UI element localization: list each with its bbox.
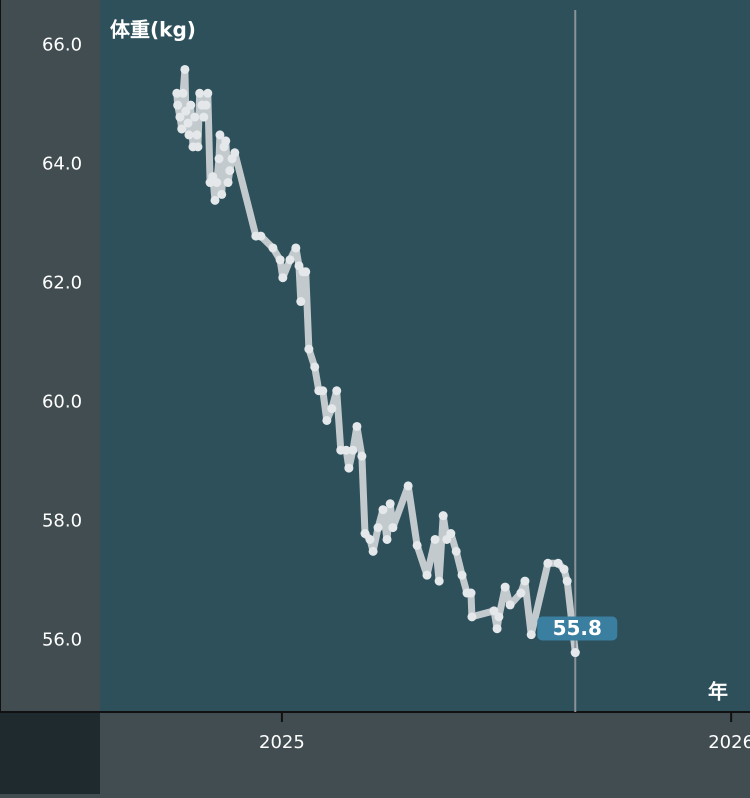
- data-point: [186, 100, 196, 110]
- x-axis-label: 年: [708, 680, 728, 704]
- data-point: [230, 148, 240, 158]
- x-tick-label: 2025: [259, 732, 305, 753]
- data-point: [467, 612, 477, 622]
- data-point: [184, 130, 194, 140]
- data-point: [318, 386, 328, 396]
- data-point: [178, 88, 188, 98]
- y-tick-label: 56.0: [42, 630, 82, 651]
- data-point: [268, 243, 278, 253]
- data-point: [201, 100, 211, 110]
- data-point: [451, 546, 461, 556]
- data-point: [210, 195, 220, 205]
- data-point: [388, 523, 398, 533]
- data-point: [193, 142, 203, 152]
- data-point: [344, 463, 354, 473]
- data-point: [500, 582, 510, 592]
- data-point: [223, 178, 233, 188]
- y-axis-label: 体重(kg): [110, 18, 196, 42]
- data-point: [275, 255, 285, 265]
- data-point: [492, 624, 502, 634]
- data-point: [195, 88, 205, 98]
- data-point: [403, 481, 413, 491]
- data-point: [183, 118, 193, 128]
- corner-panel: [0, 712, 100, 794]
- value-badge-label: 55.8: [553, 616, 602, 640]
- data-point: [181, 106, 191, 116]
- data-point: [352, 421, 362, 431]
- data-point: [430, 534, 440, 544]
- data-point: [526, 630, 536, 640]
- data-point: [304, 344, 314, 354]
- data-point: [180, 64, 190, 74]
- data-point: [214, 154, 224, 164]
- data-point: [212, 178, 222, 188]
- data-point: [221, 136, 231, 146]
- data-point: [434, 576, 444, 586]
- data-point: [278, 273, 288, 283]
- value-badge: [537, 616, 618, 641]
- data-point: [175, 112, 185, 122]
- data-point: [457, 570, 467, 580]
- data-point: [173, 100, 183, 110]
- data-point: [520, 576, 530, 586]
- selected-point: [570, 648, 580, 658]
- data-point: [466, 588, 476, 598]
- data-point: [332, 386, 342, 396]
- data-point: [192, 130, 202, 140]
- y-tick-label: 62.0: [42, 273, 82, 294]
- data-point: [190, 112, 200, 122]
- data-point: [203, 88, 213, 98]
- data-point: [199, 112, 209, 122]
- data-point: [327, 404, 337, 414]
- data-point: [177, 124, 187, 134]
- y-tick-label: 66.0: [42, 35, 82, 56]
- y-tick-label: 58.0: [42, 511, 82, 532]
- y-tick-label: 64.0: [42, 154, 82, 175]
- data-point: [505, 600, 515, 610]
- data-point: [494, 612, 504, 622]
- data-point: [341, 445, 351, 455]
- data-point: [322, 415, 332, 425]
- data-point: [422, 570, 432, 580]
- data-point: [172, 88, 182, 98]
- data-point: [291, 243, 301, 253]
- data-point: [365, 534, 375, 544]
- data-point: [489, 606, 499, 616]
- data-point: [310, 362, 320, 372]
- data-point: [412, 540, 422, 550]
- data-point: [553, 558, 563, 568]
- data-point: [438, 511, 448, 521]
- data-point: [256, 231, 266, 241]
- data-point: [368, 546, 378, 556]
- y-axis-panel: [0, 0, 100, 712]
- data-point: [215, 130, 225, 140]
- data-point: [225, 166, 235, 176]
- data-point: [285, 255, 295, 265]
- data-point: [562, 576, 572, 586]
- y-tick-label: 60.0: [42, 392, 82, 413]
- data-point: [360, 529, 370, 539]
- data-point: [217, 189, 227, 199]
- data-point: [373, 523, 383, 533]
- data-point: [382, 534, 392, 544]
- data-point: [378, 505, 388, 515]
- data-point: [348, 445, 358, 455]
- data-point: [385, 499, 395, 509]
- data-point: [301, 267, 311, 277]
- data-point: [357, 451, 367, 461]
- data-point: [516, 588, 526, 598]
- data-point: [446, 529, 456, 539]
- data-point: [543, 558, 553, 568]
- data-point: [559, 564, 569, 574]
- data-point: [296, 297, 306, 307]
- x-tick-label: 2026: [708, 732, 750, 753]
